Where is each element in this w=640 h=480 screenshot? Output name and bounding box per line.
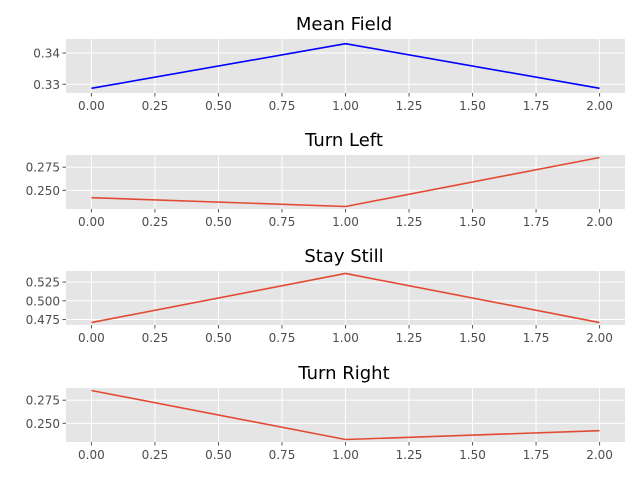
x-tick-label: 1.25 xyxy=(396,448,423,462)
series-line xyxy=(91,156,600,208)
x-tick-label: 0.50 xyxy=(205,448,232,462)
x-tick-label: 1.50 xyxy=(459,331,486,345)
x-tick-label: 0.00 xyxy=(78,448,105,462)
subplot-turn-left: Turn Left 0.00 0.25 0.50 0.75 1.00 1.25 1.50 1.… xyxy=(26,130,625,229)
x-tick-label: 0.25 xyxy=(142,448,169,462)
x-tick-label: 0.50 xyxy=(205,215,232,229)
y-tick-label: 0.34 xyxy=(33,47,60,61)
x-tick-label: 2.00 xyxy=(586,331,613,345)
subplot-stay-still: Stay Still 0.00 0.25 0.50 0.75 1.00 1.25 1.50 1… xyxy=(26,246,625,345)
x-tick-label: 0.50 xyxy=(205,99,232,113)
subplot-title: Turn Right xyxy=(297,363,389,384)
series-line xyxy=(91,272,600,324)
y-tick-label: 0.525 xyxy=(26,276,60,290)
x-tick-label: 0.00 xyxy=(78,99,105,113)
x-tick-label: 1.25 xyxy=(396,331,423,345)
x-tick-label: 1.75 xyxy=(523,215,550,229)
x-tick-label: 0.50 xyxy=(205,331,232,345)
x-tick-label: 1.00 xyxy=(332,448,359,462)
y-tick-label: 0.33 xyxy=(33,78,60,92)
x-tick-label: 2.00 xyxy=(586,448,613,462)
x-tick-label: 0.00 xyxy=(78,331,105,345)
x-tick-label: 0.25 xyxy=(142,215,169,229)
x-tick-label: 1.25 xyxy=(396,215,423,229)
subplot-mean-field: Mean Field 0.00 0.25 0.50 0.75 1.00 1.25 1.50 1… xyxy=(33,14,625,113)
subplot-title: Stay Still xyxy=(304,246,383,267)
x-tick-label: 1.75 xyxy=(523,331,550,345)
series-line xyxy=(91,42,600,90)
y-tick-label: 0.500 xyxy=(26,294,60,308)
x-tick-label: 1.50 xyxy=(459,448,486,462)
y-tick-label: 0.475 xyxy=(26,313,60,327)
subplot-title: Turn Left xyxy=(304,130,383,151)
y-tick-label: 0.250 xyxy=(26,417,60,431)
x-tick-label: 2.00 xyxy=(586,215,613,229)
x-tick-label: 0.75 xyxy=(269,331,296,345)
x-tick-label: 0.00 xyxy=(78,215,105,229)
x-tick-label: 1.00 xyxy=(332,99,359,113)
x-tick-label: 0.75 xyxy=(269,215,296,229)
x-tick-label: 1.25 xyxy=(396,99,423,113)
x-tick-label: 1.00 xyxy=(332,331,359,345)
x-tick-label: 1.50 xyxy=(459,215,486,229)
x-tick-label: 1.75 xyxy=(523,99,550,113)
series-line xyxy=(91,389,600,441)
y-tick-label: 0.275 xyxy=(26,161,60,175)
x-tick-label: 2.00 xyxy=(586,99,613,113)
x-tick-label: 1.50 xyxy=(459,99,486,113)
subplot-turn-right: Turn Right 0.00 0.25 0.50 0.75 1.00 1.25 1.50 1… xyxy=(26,363,625,462)
subplot-title: Mean Field xyxy=(296,14,392,35)
x-tick-label: 0.25 xyxy=(142,331,169,345)
x-tick-label: 1.00 xyxy=(332,215,359,229)
x-tick-label: 0.25 xyxy=(142,99,169,113)
x-tick-label: 0.75 xyxy=(269,99,296,113)
x-tick-label: 1.75 xyxy=(523,448,550,462)
y-tick-label: 0.275 xyxy=(26,394,60,408)
y-tick-label: 0.250 xyxy=(26,184,60,198)
x-tick-label: 0.75 xyxy=(269,448,296,462)
